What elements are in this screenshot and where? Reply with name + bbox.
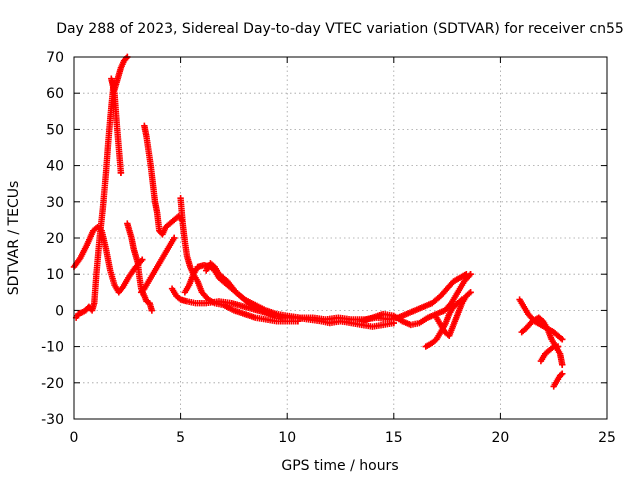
data-point bbox=[117, 169, 125, 177]
data-points bbox=[70, 53, 566, 390]
y-tick-label: 50 bbox=[46, 122, 64, 138]
y-tick-label: 0 bbox=[55, 303, 64, 319]
data-point bbox=[467, 289, 474, 296]
series-track-6 bbox=[137, 234, 178, 296]
series-track-17 bbox=[537, 343, 562, 365]
y-tick-label: 60 bbox=[46, 86, 64, 102]
y-tick-label: 20 bbox=[46, 231, 64, 247]
y-axis-label: SDTVAR / TECUs bbox=[6, 181, 22, 296]
x-tick-label: 10 bbox=[278, 430, 296, 446]
series-track-5 bbox=[141, 122, 185, 238]
x-tick-label: 0 bbox=[70, 430, 79, 446]
y-tick-label: -30 bbox=[41, 412, 64, 428]
x-tick-label: 5 bbox=[176, 430, 185, 446]
data-point bbox=[557, 371, 565, 378]
y-tick-label: -10 bbox=[41, 340, 64, 356]
series-track-3 bbox=[111, 53, 131, 93]
series-track-16 bbox=[518, 314, 566, 368]
grid-lines bbox=[74, 57, 607, 419]
data-point bbox=[148, 307, 156, 314]
x-tick-labels: 0 5 10 15 20 25 bbox=[70, 430, 616, 446]
x-tick-label: 25 bbox=[598, 430, 616, 446]
data-point bbox=[554, 343, 562, 350]
data-point bbox=[463, 271, 470, 278]
x-tick-label: 15 bbox=[385, 430, 403, 446]
data-point bbox=[123, 55, 130, 62]
series-track-4 bbox=[124, 220, 156, 314]
series-track-14 bbox=[433, 289, 474, 339]
series-track-18 bbox=[550, 370, 566, 390]
y-tick-label: 10 bbox=[46, 267, 64, 283]
y-tick-label: -20 bbox=[41, 376, 64, 392]
y-tick-label: 30 bbox=[46, 195, 64, 211]
y-tick-label: 70 bbox=[46, 50, 64, 66]
plot-frame bbox=[73, 56, 608, 420]
series-track-2 bbox=[72, 75, 125, 321]
chart-title: Day 288 of 2023, Sidereal Day-to-day VTE… bbox=[56, 21, 624, 37]
y-tick-label: 40 bbox=[46, 159, 64, 175]
series-track-11 bbox=[358, 271, 474, 329]
x-axis-label: GPS time / hours bbox=[281, 458, 398, 474]
x-tick-label: 20 bbox=[491, 430, 509, 446]
series-track-12 bbox=[394, 271, 470, 321]
data-point bbox=[559, 336, 566, 343]
data-point bbox=[559, 361, 566, 368]
data-point bbox=[171, 234, 178, 242]
data-point bbox=[559, 370, 566, 377]
series-track-10 bbox=[202, 260, 278, 320]
y-tick-labels: -30 -20 -10 0 10 20 30 40 50 60 70 bbox=[41, 50, 64, 428]
data-point bbox=[271, 312, 278, 320]
